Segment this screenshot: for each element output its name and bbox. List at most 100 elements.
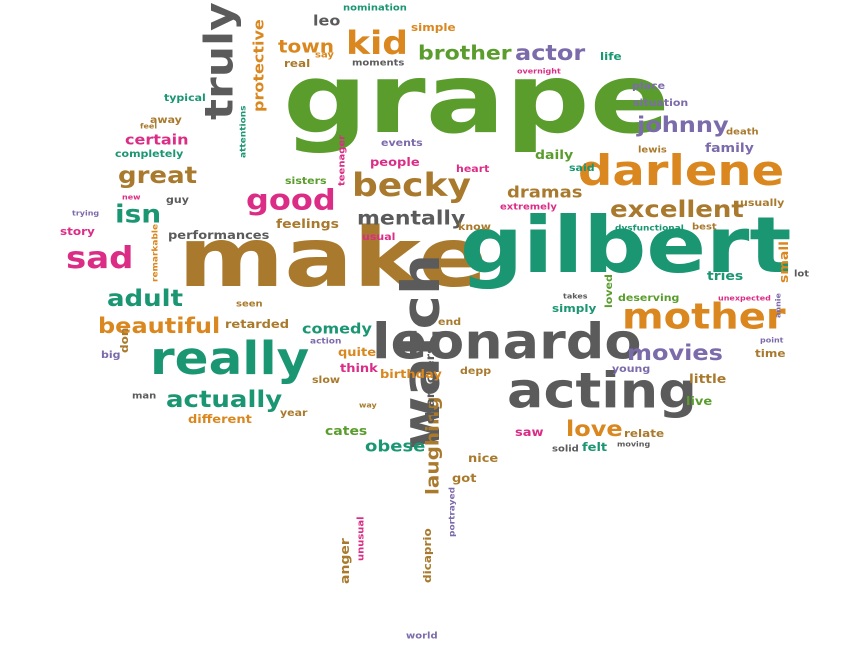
word-action: action [310,337,342,347]
word-birthday: birthday [380,368,442,382]
word-slow: slow [312,374,341,386]
word-simple: simple [411,21,456,34]
word-nice: nice [468,452,499,466]
word-say: say [315,50,334,60]
word-make: make [178,210,488,306]
word-story: story [60,225,95,238]
word-think: think [340,362,378,376]
word-usual: usual [362,231,396,243]
word-simply: simply [552,302,597,315]
word-usually: usually [740,197,785,209]
word-sad: sad [66,240,134,277]
word-love: love [566,416,623,442]
word-felt: felt [582,441,608,455]
word-guy: guy [166,194,189,206]
word-situation: situation [633,97,689,109]
word-real: real [284,57,311,70]
word-unusual: unusual [356,516,366,561]
word-small: small [777,241,792,283]
word-anger: anger [338,538,353,584]
word-acting: acting [507,362,697,420]
word-moments: moments [352,58,405,68]
word-death: death [726,127,759,137]
word-lot: lot [794,269,810,279]
word-isn: isn [115,199,162,229]
word-world: world [406,631,438,641]
word-little: little [689,372,727,387]
word-nomination: nomination [343,3,407,13]
word-brother: brother [418,42,512,65]
word-dysfunctional: dysfunctional [615,224,684,234]
word-completely: completely [115,148,184,160]
word-town: town [278,35,335,57]
word-typical: typical [164,92,206,104]
word-know: know [458,221,491,233]
word-relate: relate [624,427,665,440]
word-live: live [686,395,713,409]
word-kid: kid [346,25,409,63]
word-mentally: mentally [357,207,466,230]
word-got: got [452,472,477,486]
word-gilbert: gilbert [460,199,792,291]
word-new: new [122,193,141,202]
word-away: away [150,114,182,126]
word-truly: truly [196,2,243,120]
word-saw: saw [515,426,544,440]
word-daily: daily [535,148,574,163]
word-point: point [760,336,784,345]
word-protective: protective [250,19,268,112]
word-comedy: comedy [302,320,372,338]
word-actor: actor [515,40,586,66]
word-great: great [118,162,198,190]
word-takes: takes [563,292,588,301]
word-johnny: johnny [637,112,729,138]
word-seen: seen [236,299,263,309]
word-place: place [632,80,666,92]
word-actually: actually [166,386,283,414]
word-portrayed: portrayed [448,486,458,537]
word-obese: obese [365,437,426,457]
word-overnight: overnight [517,67,561,76]
word-family: family [705,141,754,156]
word-excellent: excellent [610,196,744,224]
word-solid: solid [552,444,579,454]
word-adult: adult [107,285,184,313]
word-leonardo: leonardo [372,313,642,371]
word-really: really [150,332,310,385]
word-movies: movies [627,340,723,366]
word-teenager: teenager [337,134,347,186]
word-remarkable: remarkable [151,223,161,282]
word-don: don [118,327,131,353]
word-trying: trying [72,209,100,218]
word-unexpected: unexpected [718,294,771,303]
word-feelings: feelings [276,217,339,232]
word-dicaprio: dicaprio [421,528,434,583]
word-grape: grape [283,41,670,155]
word-annie: annie [774,293,783,318]
word-characters: characters [424,346,438,424]
word-attentions: attentions [239,105,249,158]
word-certain: certain [125,131,189,149]
word-tries: tries [707,269,744,284]
word-cates: cates [325,424,368,439]
word-young: young [612,363,651,375]
word-deserving: deserving [618,292,680,304]
word-quite: quite [338,346,377,360]
word-lewis: lewis [638,145,667,155]
word-events: events [381,137,423,149]
word-feel: feel [140,122,158,131]
word-good: good [246,182,336,217]
word-life: life [600,50,622,63]
word-sisters: sisters [285,175,327,187]
word-big: big [101,349,121,361]
word-mother: mother [622,296,786,338]
word-man: man [132,391,157,401]
word-darlene: darlene [578,146,785,196]
word-performances: performances [168,229,270,243]
word-becky: becky [352,167,471,205]
word-different: different [188,413,252,427]
word-depp: depp [460,365,492,377]
word-said: said [569,162,595,174]
word-beautiful: beautiful [98,313,221,339]
